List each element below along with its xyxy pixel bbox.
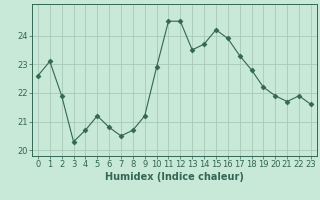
X-axis label: Humidex (Indice chaleur): Humidex (Indice chaleur) [105,172,244,182]
